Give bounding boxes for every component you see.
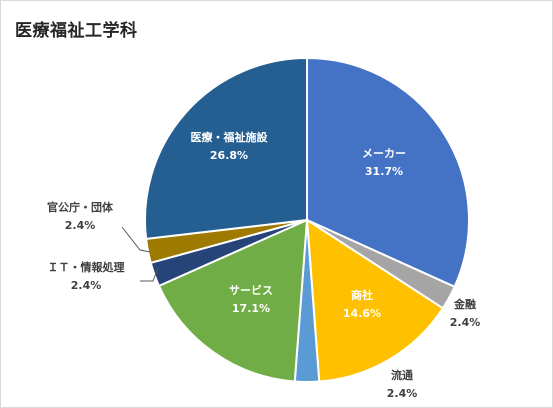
slice-value-label: 17.1% xyxy=(232,302,270,315)
chart-title: 医療福祉工学科 xyxy=(15,21,138,41)
pie-slice-8 xyxy=(144,56,308,240)
slice-category-label: メーカー xyxy=(362,147,406,160)
slice-category-label: 官公庁・団体 xyxy=(47,200,114,214)
pie-slice-5 xyxy=(157,218,309,383)
slice-value-label: 2.4% xyxy=(450,316,481,329)
slice-category-label: 商社 xyxy=(351,288,373,302)
slice-category-label: 流通 xyxy=(391,368,413,382)
leader-line-7 xyxy=(121,226,151,253)
slice-value-label: 2.4% xyxy=(65,219,96,232)
slice-category-label: ＩＴ・情報処理 xyxy=(48,260,125,274)
slice-category-label: 金融 xyxy=(453,297,476,311)
slice-value-label: 2.4% xyxy=(387,387,418,400)
slice-category-label: 医療・福祉施設 xyxy=(191,130,269,144)
slice-value-label: 31.7% xyxy=(365,165,403,178)
slice-value-label: 14.6% xyxy=(343,307,381,320)
slice-value-label: 2.4% xyxy=(71,279,102,292)
pie-slice-3 xyxy=(305,218,445,383)
pie-slice-1 xyxy=(306,56,470,289)
slice-value-label: 26.8% xyxy=(210,149,248,162)
leader-line-6 xyxy=(140,267,159,282)
slice-category-label: サービス xyxy=(229,283,273,297)
